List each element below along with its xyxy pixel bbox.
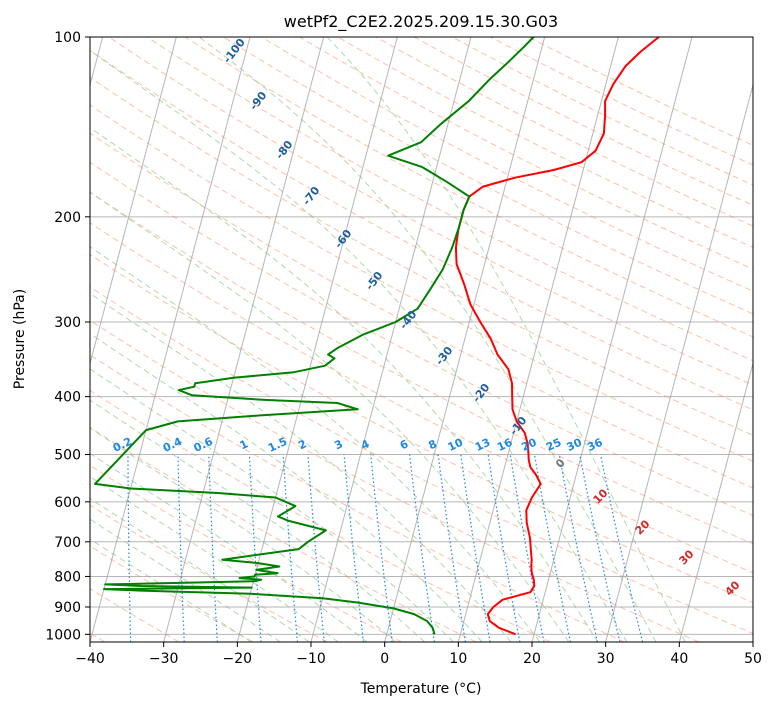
dewpoint-profile (94, 37, 535, 635)
dry-adiabat-line (90, 588, 180, 642)
dry-adiabat-line (223, 37, 753, 315)
dry-adiabat-line (90, 161, 753, 517)
isotherm-line (163, 37, 325, 642)
isotherm-line (678, 361, 753, 642)
dry-adiabat-line (90, 49, 753, 411)
mixing-ratio-label: 25 (544, 436, 563, 454)
y-axis-label: Pressure (hPa) (12, 289, 28, 389)
mixing-ratio-label: 36 (585, 436, 605, 454)
dry-adiabat-line (90, 286, 753, 634)
moist-adiabat-line (90, 292, 512, 642)
moist-adiabat-line (90, 127, 599, 642)
mixing-ratio-label: 10 (446, 436, 466, 454)
axes: −40 −30 −20 −10 0 10 20 30 40 50 100 200 300 400 500 60… (45, 30, 762, 667)
x-tick-label: 40 (670, 651, 688, 667)
isobars (90, 37, 753, 635)
moist-adiabat-line (90, 49, 628, 642)
isotherm-line (90, 37, 251, 642)
mixing-ratio-line (177, 454, 185, 642)
y-tick-label: 800 (54, 569, 81, 585)
temperature-profile (454, 37, 660, 636)
isotherm-line (605, 82, 753, 642)
chart-title: wetPf2_C2E2.2025.209.15.30.G03 (284, 12, 558, 32)
mixing-ratio-label: 20 (519, 436, 539, 454)
x-axis-label: Temperature (°C) (360, 681, 482, 697)
mixing-ratio-line (282, 454, 299, 642)
sounding-profiles (94, 37, 660, 636)
dry-adiabat-line (90, 389, 551, 642)
y-tick-label: 400 (54, 390, 81, 406)
dry-adiabat-line (90, 319, 700, 642)
y-tick-label: 900 (54, 600, 81, 616)
y-tick-label: 1000 (45, 627, 81, 643)
moist-adiabat-line (90, 191, 570, 642)
y-tick-label: 600 (54, 495, 81, 511)
dry-adiabat-line (90, 464, 402, 642)
x-tick-label: 20 (523, 651, 541, 667)
isotherm-line (310, 37, 472, 642)
x-tick-label: −20 (223, 651, 253, 667)
x-tick-label: −40 (75, 651, 105, 667)
isotherm-line (384, 37, 546, 642)
dry-adiabat-line (90, 253, 753, 604)
y-tick-label: 300 (54, 315, 81, 331)
moist-adiabat-line (90, 452, 368, 642)
mixing-ratio-line (127, 454, 132, 642)
mixing-ratio-line (533, 454, 571, 642)
mixing-ratio-lines (127, 454, 644, 642)
mixing-ratio-label: 16 (495, 436, 515, 454)
moist-adiabat-line (90, 518, 281, 642)
x-tick-label: −30 (149, 651, 179, 667)
mixing-ratio-label: 13 (473, 436, 492, 454)
dry-adiabat-line (90, 222, 753, 574)
dry-adiabat-line (108, 37, 753, 386)
x-tick-label: 10 (449, 651, 467, 667)
x-tick-label: 50 (744, 651, 762, 667)
moist-adiabat-line (90, 427, 397, 642)
moist-adiabat-line (90, 333, 483, 642)
dry-adiabat-line (90, 191, 753, 545)
mixing-ratio-line (558, 454, 598, 642)
isotherm-line (236, 37, 398, 642)
moist-adiabat-line (198, 37, 657, 642)
dry-adiabat-line (90, 132, 753, 489)
x-tick-label: −10 (296, 651, 326, 667)
x-tick-label: 0 (380, 651, 389, 667)
isotherm-line (90, 37, 177, 366)
moist-adiabats (90, 37, 686, 642)
moist-adiabat-line (90, 246, 541, 642)
isotherms (90, 37, 753, 642)
plot-area: -100-90-80-70-60-50-40-30-20-100.10.20.4… (90, 37, 753, 642)
y-tick-label: 100 (54, 30, 81, 46)
isotherm-line (457, 37, 619, 642)
y-tick-label: 700 (54, 535, 81, 551)
dry-adiabat-line (90, 545, 254, 642)
dry-adiabat-line (261, 37, 753, 292)
mixing-ratio-line (599, 454, 644, 642)
plot-frame (89, 36, 754, 643)
mixing-ratio-line (208, 454, 218, 642)
dry-adiabat-line (90, 426, 477, 642)
mixing-ratio-line (248, 454, 262, 642)
mixing-ratio-line (579, 454, 621, 642)
x-tick-label: 30 (597, 651, 615, 667)
isotherm-line (531, 37, 693, 642)
y-tick-label: 200 (54, 210, 81, 226)
moist-adiabat-line (326, 37, 686, 642)
mixing-ratio-label: 30 (565, 436, 585, 454)
moist-adiabat-line (90, 497, 310, 642)
y-tick-label: 500 (54, 448, 81, 464)
